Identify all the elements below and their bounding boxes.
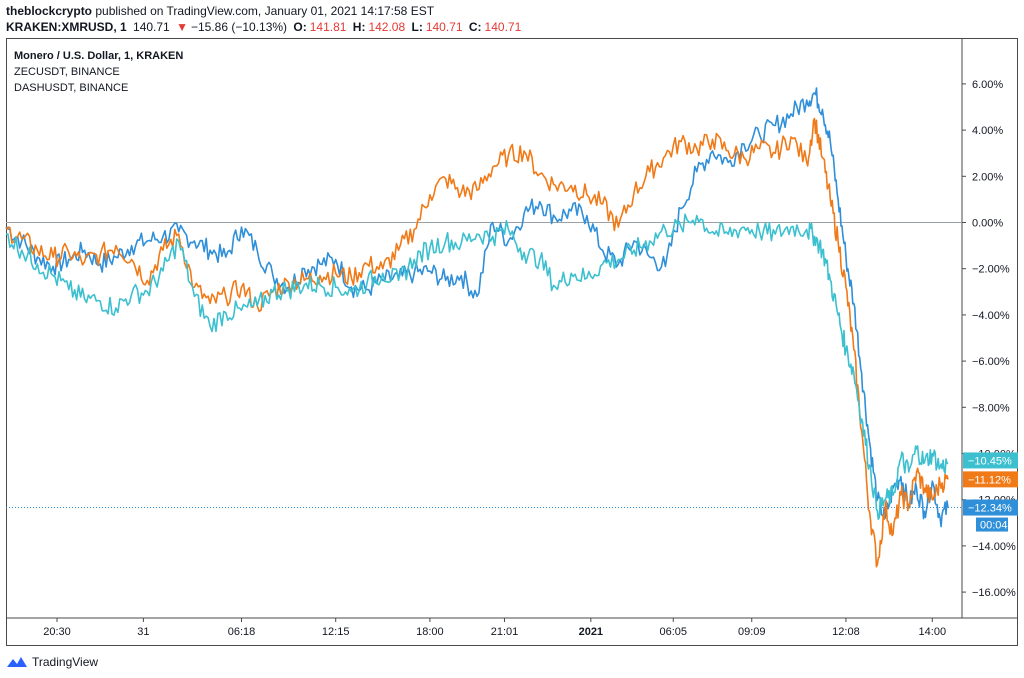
- low-label: L:: [411, 20, 423, 34]
- ticker-bar: KRAKEN:XMRUSD, 1 140.71 ▼ −15.86 (−10.13%…: [6, 20, 524, 34]
- footer-brand: TradingView: [32, 655, 99, 669]
- y-tick-label: 0.00%: [972, 218, 1003, 230]
- last-value-tag: [963, 452, 1018, 469]
- y-tick-label: −14.00%: [972, 541, 1016, 553]
- close-label: C:: [468, 20, 482, 34]
- last-value-tag: [963, 499, 1018, 516]
- down-arrow-icon: ▼: [176, 20, 188, 34]
- ticker-symbol: KRAKEN:XMRUSD, 1: [6, 20, 127, 34]
- low-value: 140.71: [425, 20, 463, 34]
- tradingview-logo-icon: [7, 657, 27, 667]
- x-tick-label: 12:08: [832, 626, 860, 638]
- series-line-0: [5, 87, 949, 528]
- x-tick-label: 21:01: [491, 626, 519, 638]
- open-label: O:: [293, 20, 307, 34]
- x-tick-label: 14:00: [919, 626, 947, 638]
- chart-frame[interactable]: [6, 38, 1018, 646]
- legend-series-zec[interactable]: ZECUSDT, BINANCE: [14, 66, 120, 78]
- x-tick-label: 18:00: [416, 626, 444, 638]
- x-tick-label: 06:18: [228, 626, 256, 638]
- x-tick-label: 09:09: [738, 626, 766, 638]
- publish-info: published on TradingView.com, January 01…: [95, 4, 435, 18]
- x-tick-label: 2021: [579, 626, 603, 638]
- x-tick-label: 20:30: [43, 626, 71, 638]
- last-value-label: −10.45%: [968, 455, 1012, 467]
- y-tick-label: −8.00%: [972, 402, 1010, 414]
- series-line-1: [5, 117, 949, 568]
- countdown-label: 00:04: [980, 520, 1008, 532]
- last-price: 140.71: [133, 20, 170, 34]
- x-tick-label: 06:05: [659, 626, 687, 638]
- high-label: H:: [352, 20, 366, 34]
- last-value-label: −12.34%: [968, 503, 1012, 515]
- x-tick-label: 31: [137, 626, 149, 638]
- legend-series-dash[interactable]: DASHUSDT, BINANCE: [14, 82, 129, 94]
- chart-legend: Monero / U.S. Dollar, 1, KRAKEN ZECUSDT,…: [14, 48, 183, 96]
- author-name[interactable]: theblockcrypto: [6, 4, 93, 18]
- y-tick-label: −2.00%: [972, 264, 1010, 276]
- price-change: −15.86 (−10.13%): [190, 20, 288, 34]
- y-tick-label: −6.00%: [972, 356, 1010, 368]
- last-value-label: −11.12%: [968, 474, 1011, 486]
- open-value: 141.81: [309, 20, 347, 34]
- y-tick-label: 4.00%: [972, 125, 1003, 137]
- high-value: 142.08: [368, 20, 406, 34]
- last-value-tag: [963, 471, 1018, 488]
- x-tick-label: 12:15: [322, 626, 350, 638]
- close-value: 140.71: [484, 20, 522, 34]
- y-tick-label: 6.00%: [972, 79, 1003, 91]
- y-tick-label: −16.00%: [972, 587, 1016, 599]
- countdown-tag: [976, 517, 1008, 532]
- y-tick-label: −4.00%: [972, 310, 1010, 322]
- y-tick-label: 2.00%: [972, 171, 1003, 183]
- publish-header: theblockcrypto published on TradingView.…: [6, 4, 434, 18]
- series-line-2: [5, 213, 949, 520]
- tradingview-footer[interactable]: TradingView: [6, 655, 98, 669]
- legend-main-series[interactable]: Monero / U.S. Dollar, 1, KRAKEN: [14, 50, 184, 62]
